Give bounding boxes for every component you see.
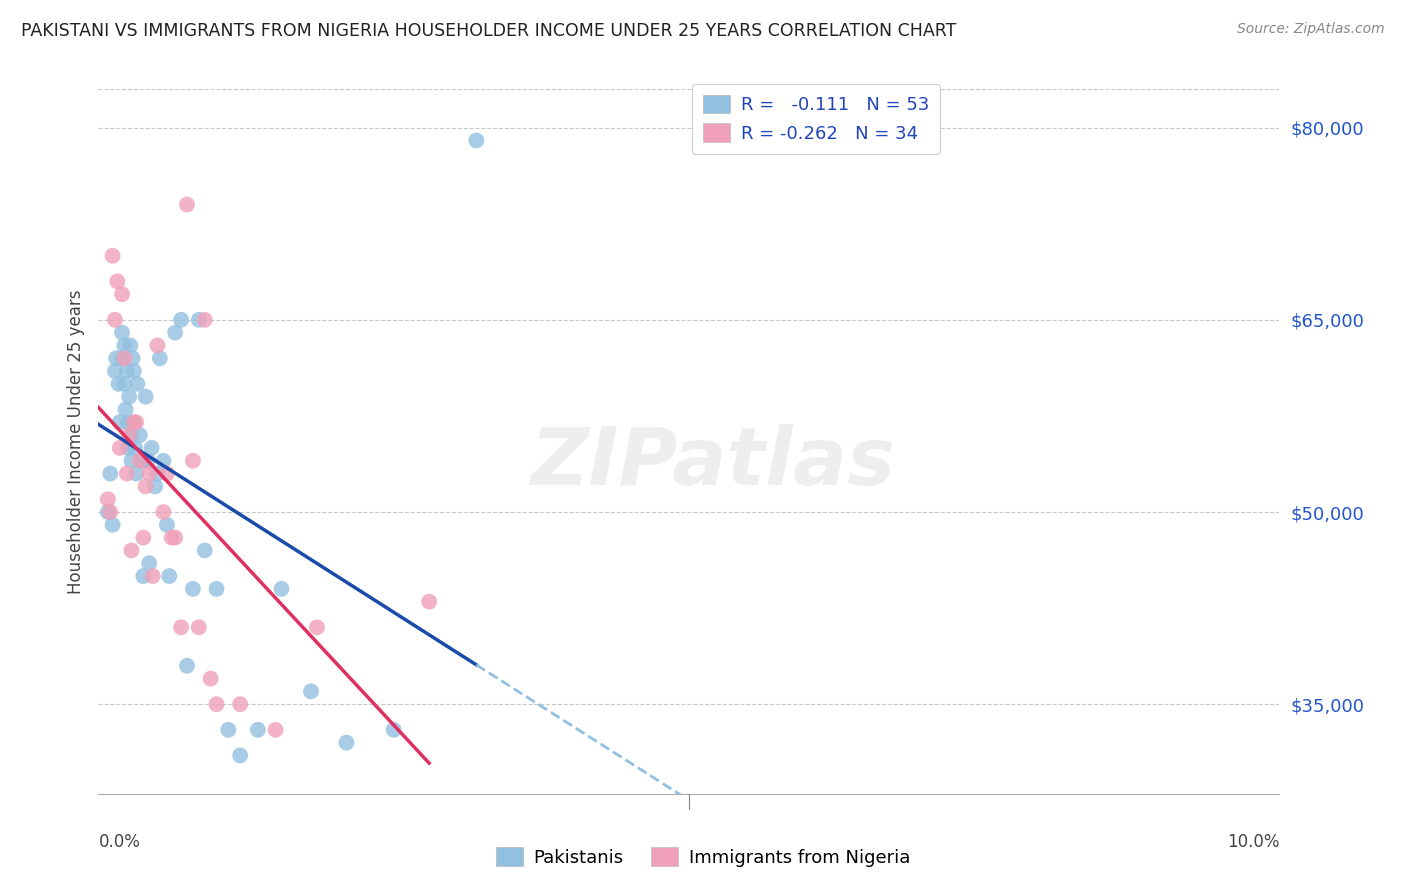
Point <box>125 467 148 481</box>
Point <box>170 620 193 634</box>
Point <box>229 697 252 711</box>
Point <box>121 543 143 558</box>
Point <box>105 274 128 288</box>
Legend: R =   -0.111   N = 53, R = -0.262   N = 34: R = -0.111 N = 53, R = -0.262 N = 34 <box>692 84 939 153</box>
Point <box>117 415 139 429</box>
Point <box>122 415 145 429</box>
Point <box>142 569 165 583</box>
Point <box>117 441 139 455</box>
Point <box>156 467 179 481</box>
Point <box>122 415 145 429</box>
Point <box>135 479 157 493</box>
Point <box>181 454 204 468</box>
Point <box>98 505 121 519</box>
Point <box>149 351 172 366</box>
Text: Source: ZipAtlas.com: Source: ZipAtlas.com <box>1237 22 1385 37</box>
Point <box>121 351 143 366</box>
Point <box>264 723 287 737</box>
Point <box>105 351 128 366</box>
Legend: Pakistanis, Immigrants from Nigeria: Pakistanis, Immigrants from Nigeria <box>488 840 918 874</box>
Text: ZIPatlas: ZIPatlas <box>530 424 896 501</box>
Point <box>141 441 163 455</box>
Point <box>111 351 134 366</box>
Point <box>135 390 157 404</box>
Point <box>107 376 129 391</box>
Point <box>194 543 217 558</box>
Point <box>111 326 134 340</box>
Point <box>157 569 180 583</box>
Y-axis label: Householder Income Under 25 years: Householder Income Under 25 years <box>66 289 84 594</box>
Point <box>217 723 239 737</box>
Point <box>205 582 228 596</box>
Point <box>382 723 405 737</box>
Point <box>305 620 328 634</box>
Point <box>229 748 252 763</box>
Point <box>112 351 135 366</box>
Point <box>246 723 269 737</box>
Point <box>118 428 141 442</box>
Point <box>108 441 131 455</box>
Point <box>187 313 209 327</box>
Point <box>124 441 146 455</box>
Point <box>156 517 179 532</box>
Point <box>143 479 166 493</box>
Point <box>132 569 155 583</box>
Point <box>165 531 187 545</box>
Point <box>465 133 488 147</box>
Point <box>101 249 124 263</box>
Point <box>146 467 169 481</box>
Point <box>121 454 143 468</box>
Point <box>160 531 183 545</box>
Point <box>127 376 149 391</box>
Point <box>299 684 322 698</box>
Point <box>104 313 127 327</box>
Point <box>205 697 228 711</box>
Point <box>418 595 440 609</box>
Point <box>104 364 127 378</box>
Point <box>181 582 204 596</box>
Point <box>115 467 138 481</box>
Point <box>176 658 198 673</box>
Point <box>121 428 143 442</box>
Point <box>128 428 150 442</box>
Point <box>128 454 150 468</box>
Point <box>170 313 193 327</box>
Point <box>176 197 198 211</box>
Point <box>115 364 138 378</box>
Point <box>132 531 155 545</box>
Text: 0.0%: 0.0% <box>98 832 141 851</box>
Point <box>111 287 134 301</box>
Point <box>125 415 148 429</box>
Point <box>136 454 159 468</box>
Point <box>114 402 136 417</box>
Point <box>165 326 187 340</box>
Point <box>108 415 131 429</box>
Point <box>152 505 174 519</box>
Point <box>152 454 174 468</box>
Point <box>200 672 222 686</box>
Point <box>120 338 142 352</box>
Text: 10.0%: 10.0% <box>1227 832 1279 851</box>
Point <box>270 582 292 596</box>
Point <box>194 313 217 327</box>
Point <box>335 736 357 750</box>
Point <box>122 364 145 378</box>
Point <box>146 338 169 352</box>
Point <box>138 556 160 570</box>
Point <box>118 390 141 404</box>
Point <box>112 338 135 352</box>
Point <box>138 467 160 481</box>
Point <box>98 467 121 481</box>
Point <box>112 376 135 391</box>
Point <box>97 492 120 507</box>
Point <box>101 517 124 532</box>
Point <box>97 505 120 519</box>
Point <box>187 620 209 634</box>
Text: PAKISTANI VS IMMIGRANTS FROM NIGERIA HOUSEHOLDER INCOME UNDER 25 YEARS CORRELATI: PAKISTANI VS IMMIGRANTS FROM NIGERIA HOU… <box>21 22 956 40</box>
Point <box>131 454 153 468</box>
